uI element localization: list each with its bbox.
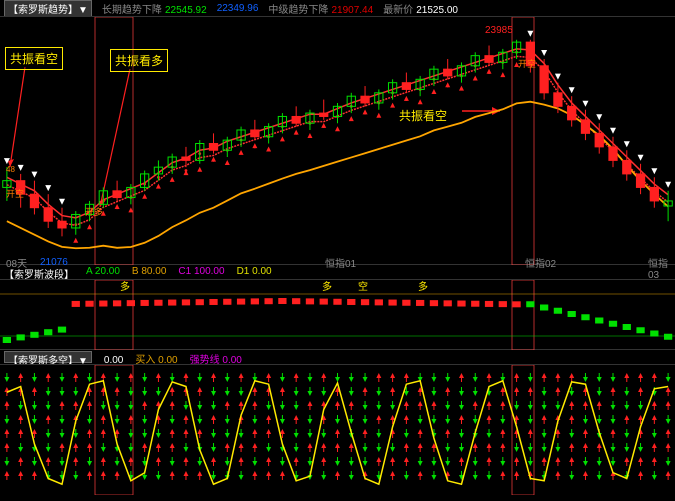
candlestick-panel[interactable]: 开空开多开空48 共振看空共振看多共振看空 23985 21076 08天恒指0… <box>0 16 675 264</box>
time-axis-label: 08天 <box>6 255 27 270</box>
indicator-dropdown[interactable]: 【索罗斯趋势】▼ <box>4 0 92 17</box>
price-low-label: 21076 <box>40 257 68 268</box>
arrow-indicator-panel[interactable] <box>0 364 675 494</box>
svg-text:48: 48 <box>6 165 15 174</box>
price-high-label: 23985 <box>485 25 513 36</box>
time-axis-label: 恒指03 <box>648 255 675 281</box>
time-axis-label: 恒指01 <box>325 255 356 270</box>
annotation-box: 共振看空 <box>5 47 63 70</box>
annotation-box: 共振看空 <box>395 105 451 126</box>
arrow-svg <box>0 365 675 495</box>
sub1-value: D1 0.00 <box>237 266 272 277</box>
candlestick-svg: 开空开多 开空 48 <box>0 17 675 265</box>
time-axis-label: 恒指02 <box>525 255 556 270</box>
hdr-mid-label: 中级趋势下降 21907.44 <box>268 1 373 16</box>
header-bar: 【索罗斯趋势】▼ 长期趋势下降 22545.92 22349.96 中级趋势下降… <box>0 0 675 16</box>
hdr-v2: 22349.96 <box>217 3 259 14</box>
sub1-value: A 20.00 <box>86 266 120 277</box>
sub1-value: C1 100.00 <box>178 266 224 277</box>
hdr-long-label: 长期趋势下降 22545.92 <box>102 1 207 16</box>
svg-text:开空: 开空 <box>518 58 536 69</box>
svg-text:多: 多 <box>418 280 428 293</box>
wave-svg: 多多空多 <box>0 280 675 350</box>
svg-text:多: 多 <box>322 280 332 293</box>
wave-indicator-panel[interactable]: 多多空多 <box>0 279 675 349</box>
svg-text:开空: 开空 <box>6 188 24 199</box>
hdr-last-label: 最新价 21525.00 <box>383 1 458 16</box>
svg-text:开多: 开多 <box>85 206 103 217</box>
annotation-box: 共振看多 <box>110 49 168 72</box>
svg-text:空: 空 <box>358 280 368 293</box>
sub2-header: 【索罗斯多空】▼ 0.00买入 0.00强势线 0.00 <box>0 349 675 364</box>
svg-text:多: 多 <box>120 280 130 293</box>
sub2-dropdown[interactable]: 【索罗斯多空】▼ <box>4 351 92 363</box>
sub1-value: B 80.00 <box>132 266 166 277</box>
